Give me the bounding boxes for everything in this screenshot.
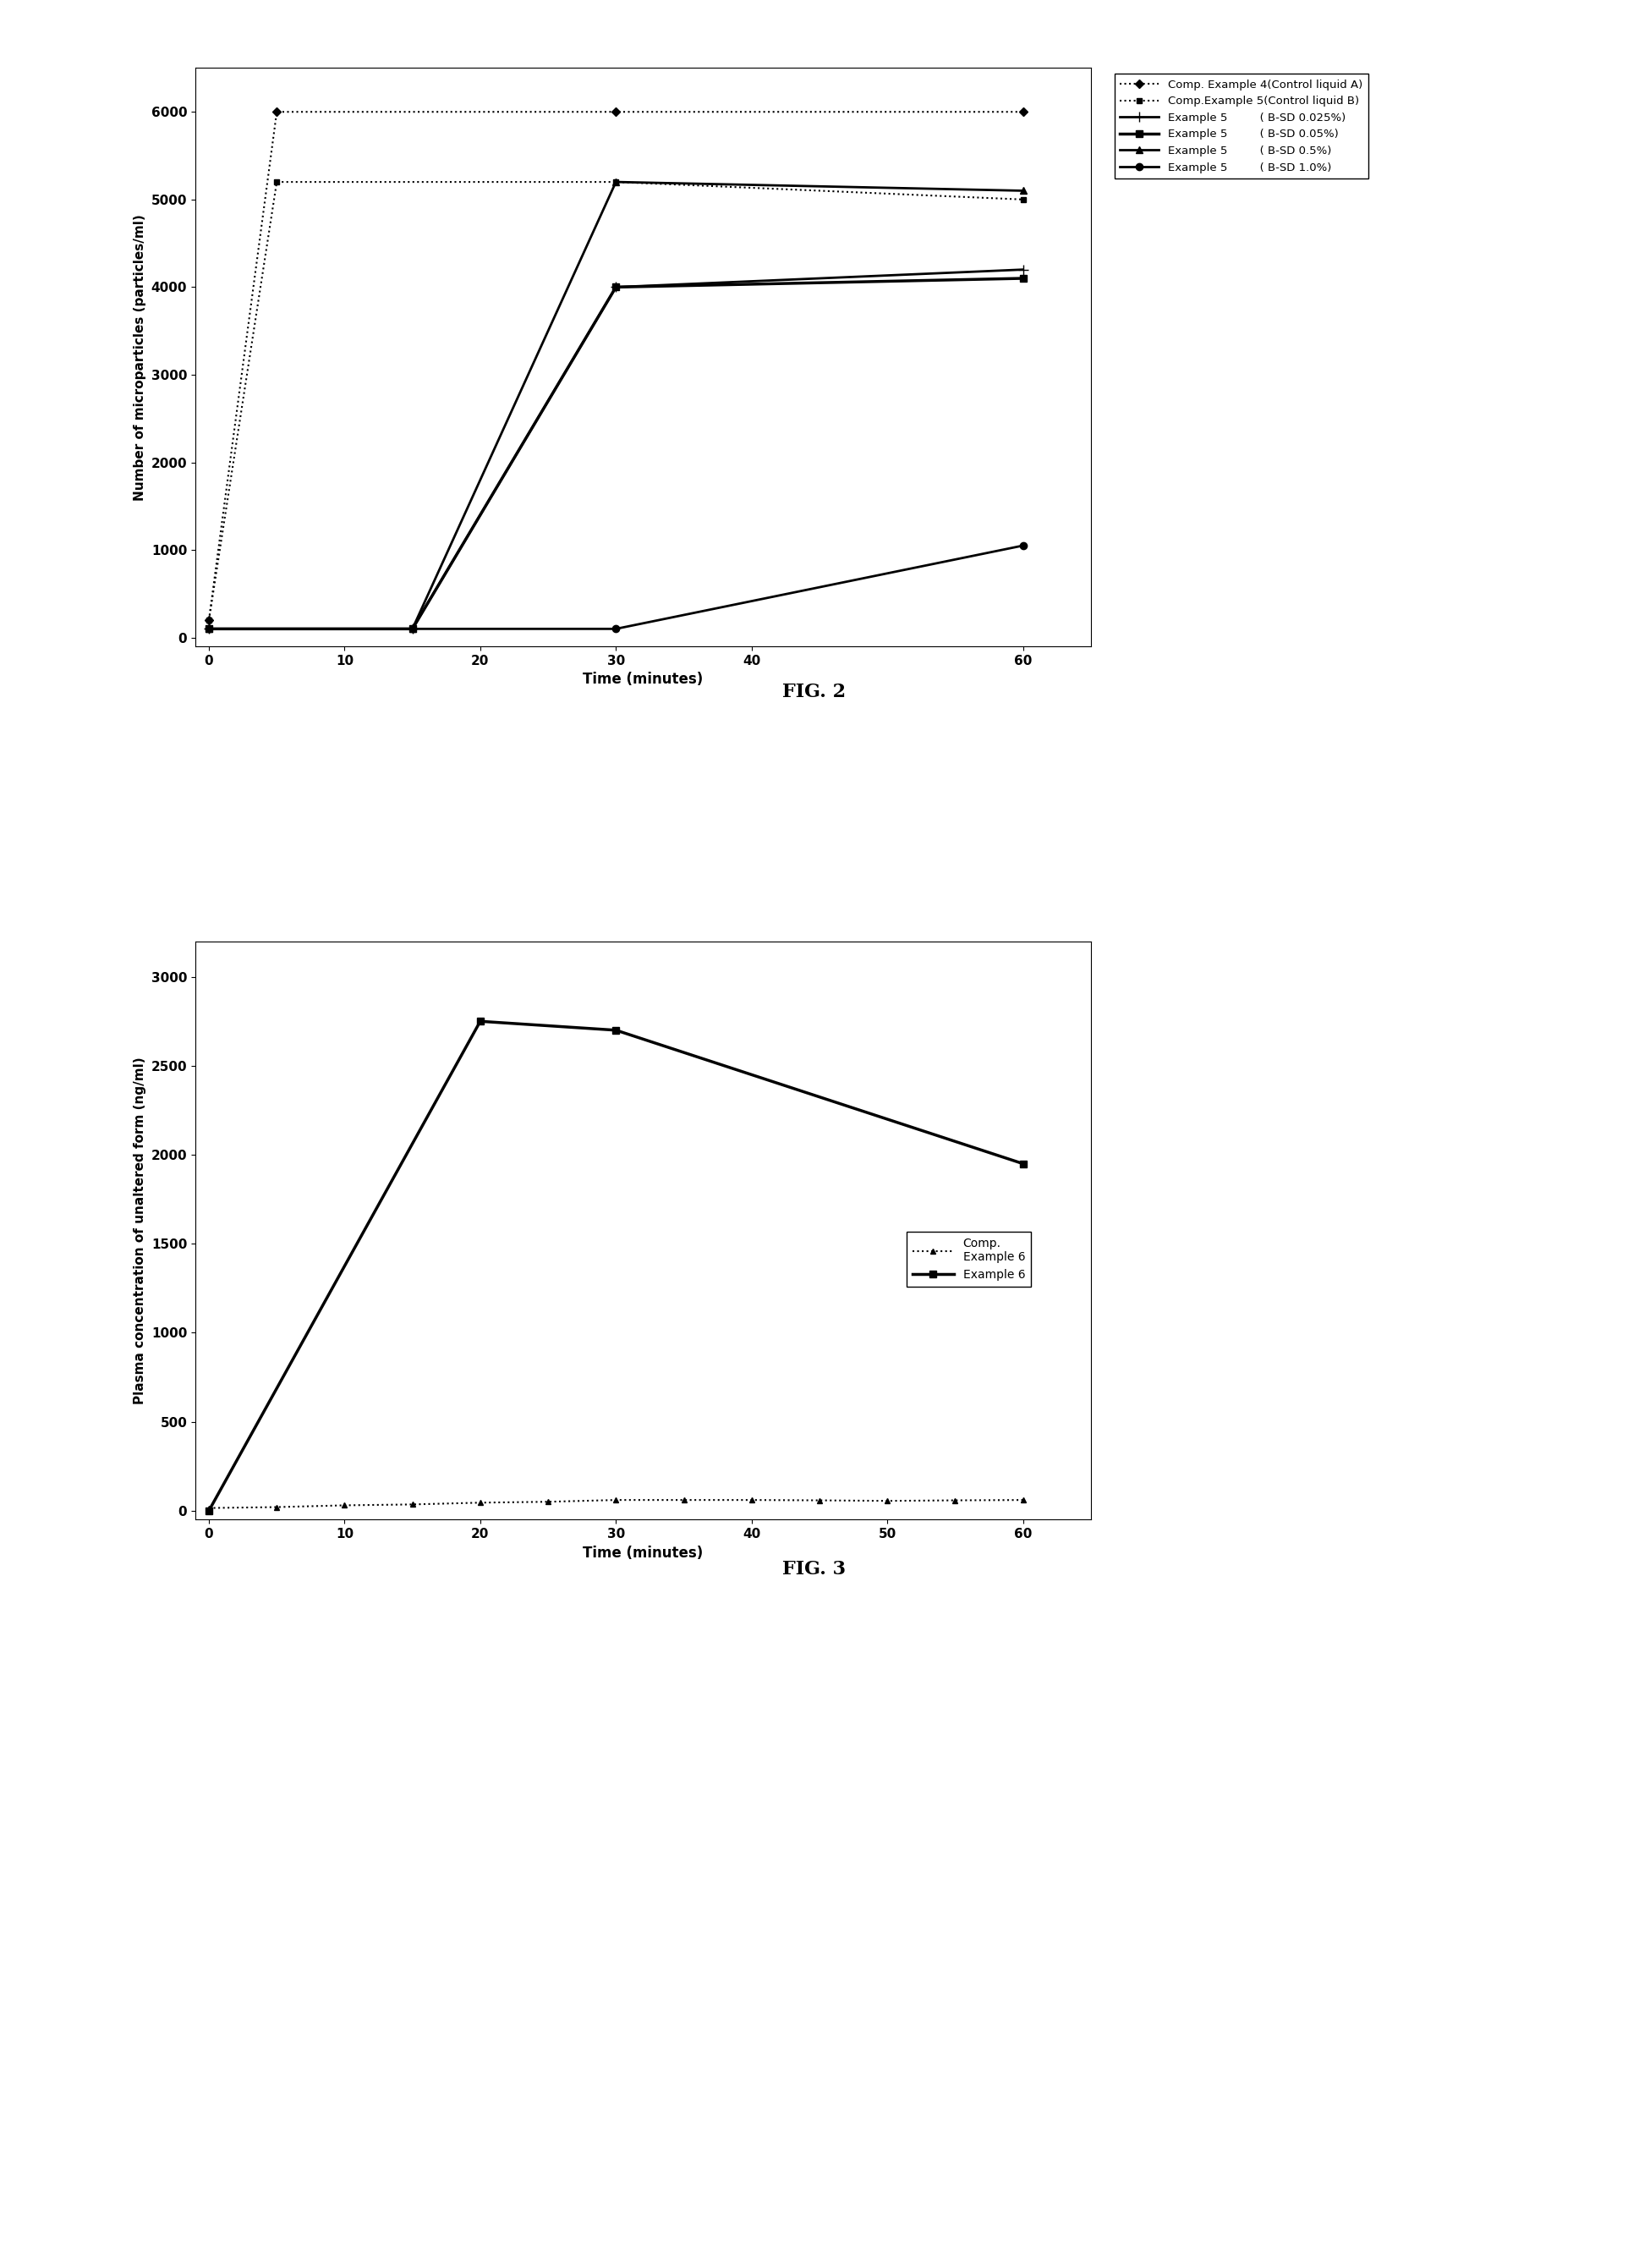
Comp.
Example 6 xyxy=(674,1486,694,1513)
Comp.
Example 6 xyxy=(809,1488,829,1515)
Comp.Example 5(Control liquid B) xyxy=(199,606,218,633)
Comp.
Example 6 xyxy=(539,1488,558,1515)
Example 6 xyxy=(1013,1150,1032,1177)
X-axis label: Time (minutes): Time (minutes) xyxy=(583,671,703,687)
Example 5         ( B-SD 1.0%) xyxy=(402,615,422,642)
Comp.
Example 6 xyxy=(335,1492,355,1520)
Example 5         ( B-SD 0.5%) xyxy=(402,615,422,642)
Example 6 xyxy=(470,1007,490,1034)
X-axis label: Time (minutes): Time (minutes) xyxy=(583,1545,703,1560)
Example 5         ( B-SD 1.0%) xyxy=(1013,533,1032,560)
Comp. Example 4(Control liquid A) xyxy=(1013,98,1032,125)
Comp. Example 4(Control liquid A) xyxy=(606,98,625,125)
Text: FIG. 3: FIG. 3 xyxy=(783,1560,845,1579)
Comp.
Example 6 xyxy=(946,1488,965,1515)
Comp.Example 5(Control liquid B) xyxy=(1013,186,1032,213)
Example 5         ( B-SD 0.05%) xyxy=(199,615,218,642)
Example 6 xyxy=(199,1497,218,1524)
Comp.
Example 6 xyxy=(267,1495,287,1522)
Comp.
Example 6 xyxy=(1013,1486,1032,1513)
Example 5         ( B-SD 0.05%) xyxy=(606,274,625,302)
Line: Comp. Example 4(Control liquid A): Comp. Example 4(Control liquid A) xyxy=(207,109,1026,624)
Line: Example 5         ( B-SD 0.5%): Example 5 ( B-SD 0.5%) xyxy=(205,179,1026,633)
Example 5         ( B-SD 0.025%) xyxy=(606,274,625,302)
Text: FIG. 2: FIG. 2 xyxy=(781,683,847,701)
Y-axis label: Plasma concentration of unaltered form (ng/ml): Plasma concentration of unaltered form (… xyxy=(133,1057,147,1404)
Line: Example 5         ( B-SD 0.05%): Example 5 ( B-SD 0.05%) xyxy=(205,274,1026,633)
Example 5         ( B-SD 0.05%) xyxy=(402,615,422,642)
Comp.
Example 6 xyxy=(199,1495,218,1522)
Example 5         ( B-SD 0.025%) xyxy=(402,615,422,642)
Line: Comp.
Example 6: Comp. Example 6 xyxy=(207,1497,1026,1510)
Legend: Comp.
Example 6, Example 6: Comp. Example 6, Example 6 xyxy=(907,1232,1031,1286)
Example 5         ( B-SD 1.0%) xyxy=(199,615,218,642)
Line: Example 5         ( B-SD 1.0%): Example 5 ( B-SD 1.0%) xyxy=(205,542,1026,633)
Comp. Example 4(Control liquid A) xyxy=(267,98,287,125)
Y-axis label: Number of microparticles (particles/ml): Number of microparticles (particles/ml) xyxy=(133,213,147,501)
Comp. Example 4(Control liquid A) xyxy=(199,606,218,633)
Comp.
Example 6 xyxy=(470,1490,490,1517)
Comp.
Example 6 xyxy=(742,1486,762,1513)
Legend: Comp. Example 4(Control liquid A), Comp.Example 5(Control liquid B), Example 5  : Comp. Example 4(Control liquid A), Comp.… xyxy=(1114,73,1368,179)
Comp.
Example 6 xyxy=(877,1488,897,1515)
Example 5         ( B-SD 0.025%) xyxy=(1013,256,1032,284)
Example 5         ( B-SD 1.0%) xyxy=(606,615,625,642)
Example 5         ( B-SD 0.025%) xyxy=(199,615,218,642)
Comp.
Example 6 xyxy=(402,1490,422,1517)
Example 5         ( B-SD 0.5%) xyxy=(199,615,218,642)
Example 5         ( B-SD 0.5%) xyxy=(606,168,625,195)
Line: Comp.Example 5(Control liquid B): Comp.Example 5(Control liquid B) xyxy=(207,179,1026,624)
Comp.
Example 6 xyxy=(606,1486,625,1513)
Comp.Example 5(Control liquid B) xyxy=(267,168,287,195)
Example 5         ( B-SD 0.05%) xyxy=(1013,265,1032,293)
Example 5         ( B-SD 0.5%) xyxy=(1013,177,1032,204)
Comp.Example 5(Control liquid B) xyxy=(606,168,625,195)
Line: Example 6: Example 6 xyxy=(205,1018,1026,1515)
Example 6 xyxy=(606,1016,625,1043)
Line: Example 5         ( B-SD 0.025%): Example 5 ( B-SD 0.025%) xyxy=(204,265,1027,633)
